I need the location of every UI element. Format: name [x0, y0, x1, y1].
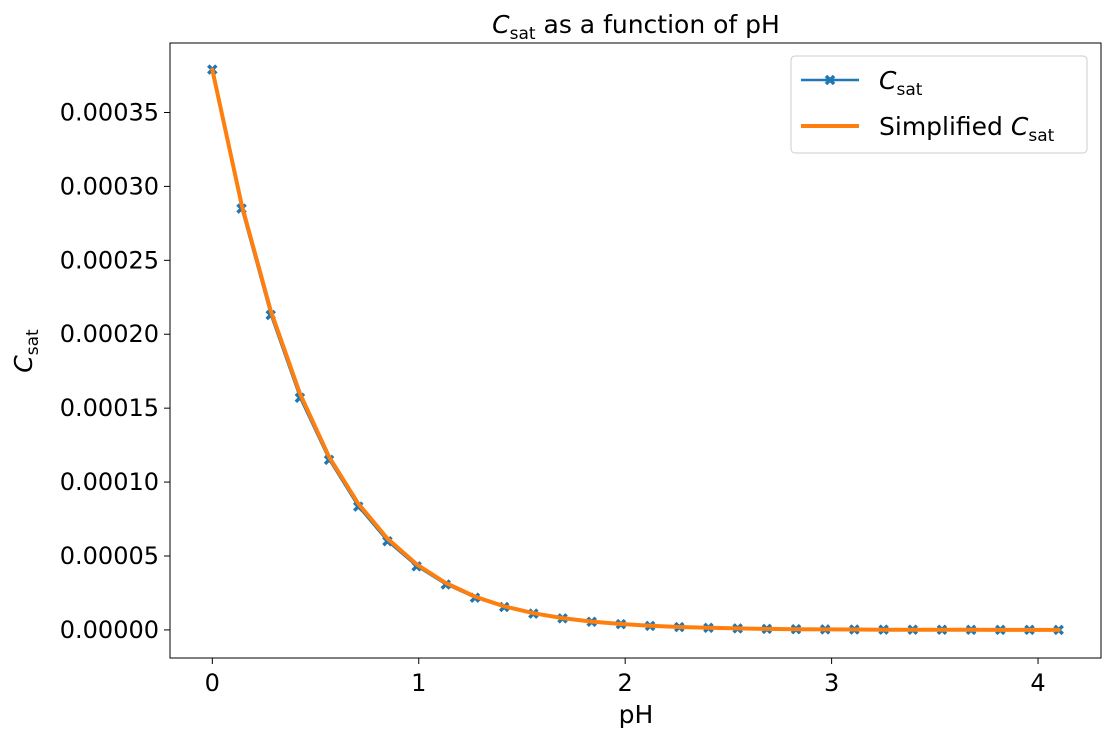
legend-label-csat-symbol: C	[879, 66, 897, 95]
legend: Csat Simplified Csat	[790, 55, 1088, 154]
legend-label-simplified: Simplified Csat	[879, 112, 1055, 146]
series-line-csat	[211, 69, 1059, 631]
legend-box	[790, 55, 1088, 154]
chart-title: Csat as a function of pH	[492, 10, 780, 44]
chart-title-subscript: sat	[510, 24, 536, 44]
y-tick-label: 0.00010	[60, 468, 159, 496]
legend-label-simplified-subscript: sat	[1028, 126, 1054, 146]
legend-label-csat: Csat	[879, 66, 923, 100]
axes-frame	[169, 42, 1102, 659]
x-tick-label: 1	[411, 669, 426, 697]
axis-ticks: 0 1 2 3 4 0.00000 0.00005 0.00010 0.00015 0.00020…	[60, 98, 1046, 697]
plot-lines	[206, 64, 1065, 636]
y-tick-label: 0.00020	[60, 320, 159, 348]
y-tick-label: 0.00035	[60, 98, 159, 126]
x-tick-label: 2	[618, 669, 633, 697]
legend-label-simplified-prefix: Simplified	[879, 112, 1011, 141]
y-tick-label: 0.00030	[60, 172, 159, 200]
legend-marker-holder	[824, 74, 836, 86]
y-axis-label-subscript: sat	[23, 329, 43, 355]
chart-title-suffix: as a function of pH	[536, 10, 780, 39]
legend-label-simplified-symbol: C	[1011, 112, 1029, 141]
x-tick-label: 0	[205, 669, 220, 697]
x-tick-label: 3	[824, 669, 839, 697]
y-tick-label: 0.00005	[60, 542, 159, 570]
series-line-simplified	[210, 67, 1061, 632]
y-axis-label: Csat	[9, 329, 43, 373]
legend-marker-csat-x	[824, 74, 836, 86]
y-tick-label: 0.00025	[60, 246, 159, 274]
x-tick-label: 4	[1030, 669, 1045, 697]
x-axis-label: pH	[619, 700, 654, 729]
legend-label-csat-subscript: sat	[896, 80, 922, 100]
chart-title-symbol: C	[492, 10, 510, 39]
y-axis-label-symbol: C	[9, 355, 38, 373]
y-tick-label: 0.00000	[60, 616, 159, 644]
y-tick-label: 0.00015	[60, 394, 159, 422]
